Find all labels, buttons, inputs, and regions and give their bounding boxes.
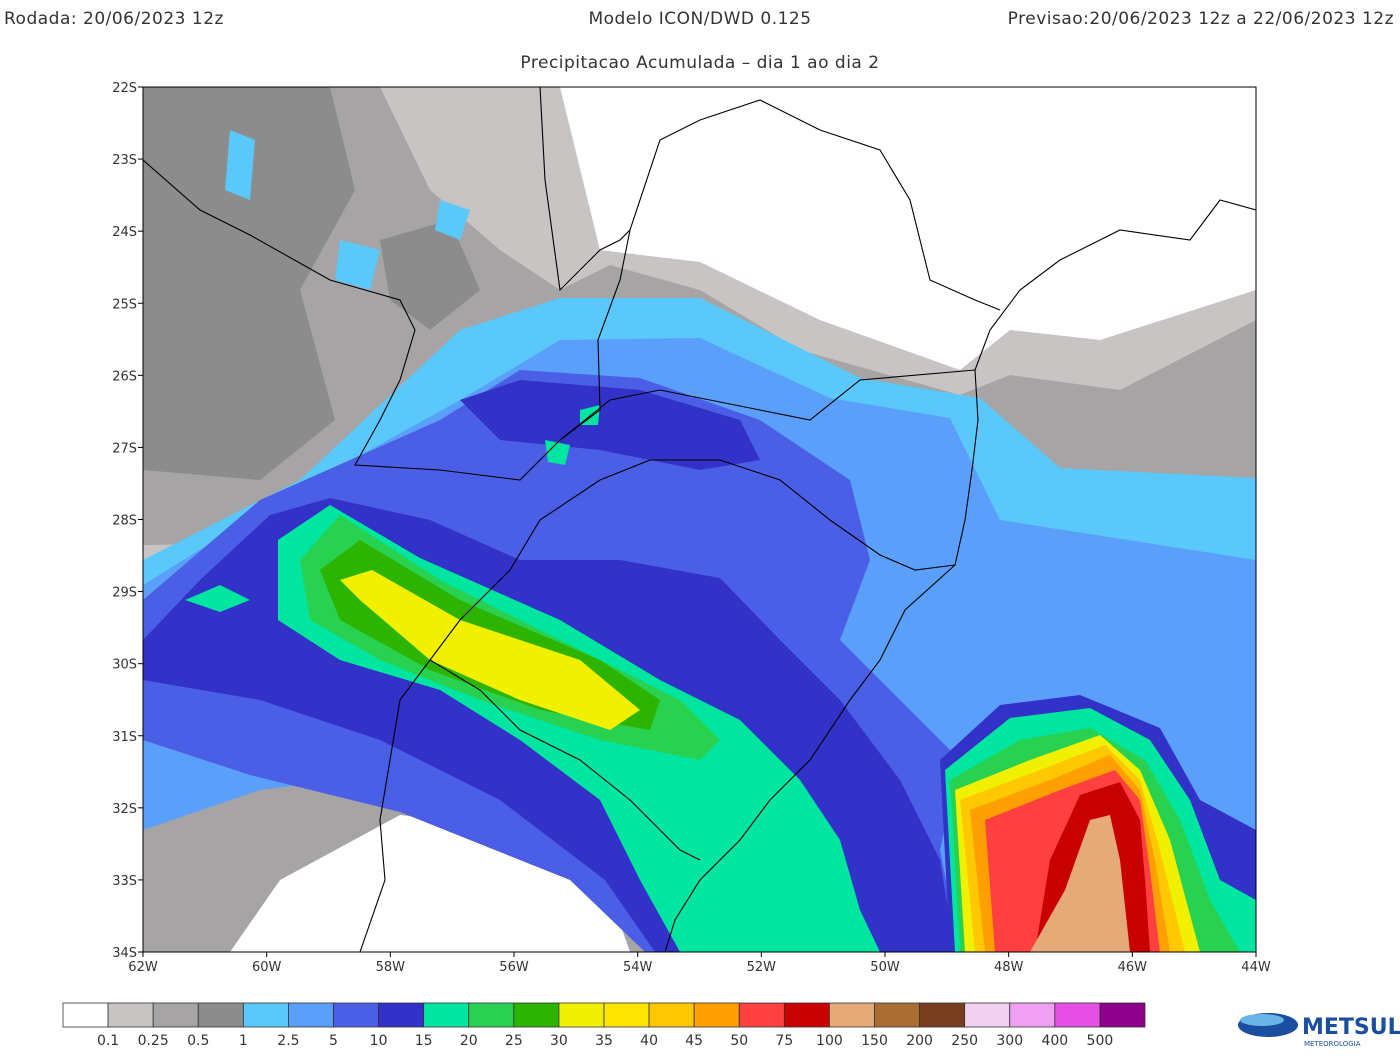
colorbar-swatch [648,1002,695,1028]
colorbar-label: 20 [460,1033,478,1049]
colorbar-label: 400 [1041,1033,1068,1049]
lon-label: 52W [747,960,777,975]
colorbar-swatch [378,1002,425,1028]
colorbar-swatch [964,1002,1011,1028]
colorbar-swatch [288,1002,334,1028]
colorbar-swatch [738,1002,785,1028]
colorbar-label: 1 [239,1033,248,1049]
lat-label: 26S [112,369,137,384]
colorbar-swatch [874,1002,920,1028]
colorbar-label: 50 [730,1033,748,1049]
logo: METSUL METEOROLOGIA [1238,1013,1400,1048]
lon-label: 50W [870,960,900,975]
colorbar-label: 100 [816,1033,843,1049]
colorbar-label: 10 [370,1033,388,1049]
lon-label: 60W [252,960,282,975]
colorbar-label: 200 [906,1033,933,1049]
colorbar-swatch [107,1002,154,1028]
colorbar-label: 300 [996,1033,1023,1049]
lon-label: 62W [128,960,158,975]
colorbar-swatch [333,1002,379,1028]
colorbar-label: 30 [550,1033,568,1049]
colorbar-label: 0.1 [97,1033,119,1049]
colorbar-label: 75 [775,1033,793,1049]
precipitation-field [143,87,1256,952]
colorbar-label: 2.5 [277,1033,299,1049]
colorbar-label: 15 [415,1033,433,1049]
colorbar-swatch [197,1002,244,1028]
colorbar-swatch [1099,1002,1146,1028]
lon-label: 58W [376,960,406,975]
lat-label: 28S [112,514,137,529]
lon-label: 44W [1241,960,1271,975]
lat-label: 27S [112,441,137,456]
forecast-info: Previsao:20/06/2023 12z a 22/06/2023 12z [1008,9,1394,29]
subtitle: Precipitacao Acumulada – dia 1 ao dia 2 [520,53,879,73]
colorbar-label: 5 [329,1033,338,1049]
lat-label: 31S [112,730,137,745]
lat-label: 33S [112,874,137,889]
colorbar-swatch [1009,1002,1056,1028]
lat-label: 29S [112,586,137,601]
colorbar-label: 250 [951,1033,978,1049]
colorbar-label: 0.5 [187,1033,209,1049]
lat-label: 32S [112,802,137,817]
colorbar-label: 500 [1087,1033,1114,1049]
lat-label: 34S [112,946,137,961]
lat-label: 24S [112,225,137,240]
colorbar-swatch [423,1002,470,1028]
lon-label: 56W [499,960,529,975]
colorbar-swatch [603,1002,650,1028]
colorbar-label: 25 [505,1033,523,1049]
model-name: Modelo ICON/DWD 0.125 [588,9,811,29]
colorbar-label: 35 [595,1033,613,1049]
colorbar-swatch [242,1002,289,1028]
run-info: Rodada: 20/06/2023 12z [4,9,224,29]
lon-label: 46W [1118,960,1148,975]
axes: 22S23S24S25S26S27S28S29S30S31S32S33S34S6… [112,81,1271,975]
lat-label: 25S [112,297,137,312]
lat-label: 23S [112,153,137,168]
logo-name: METSUL [1302,1015,1400,1040]
colorbar-label: 0.25 [138,1033,169,1049]
colorbar-swatch [62,1002,109,1028]
logo-tagline: METEOROLOGIA [1304,1040,1361,1048]
colorbar-swatch [829,1002,875,1028]
colorbar: 0.1 0.25 0.5 1 2.5 5 10 15 20 25 30 35 40 45 50 75 100 15… [62,1002,1146,1049]
colorbar-swatch [152,1002,199,1028]
colorbar-swatch [783,1002,830,1028]
lat-label: 30S [112,658,137,673]
colorbar-swatch [693,1002,740,1028]
colorbar-label: 150 [861,1033,888,1049]
colorbar-label: 40 [640,1033,658,1049]
colorbar-swatch [513,1002,560,1028]
lon-label: 54W [623,960,653,975]
colorbar-swatch [468,1002,515,1028]
lon-label: 48W [994,960,1024,975]
colorbar-label: 45 [685,1033,703,1049]
colorbar-swatch [919,1002,966,1028]
colorbar-swatch [1054,1002,1101,1028]
colorbar-swatch [558,1002,605,1028]
lat-label: 22S [112,81,137,96]
